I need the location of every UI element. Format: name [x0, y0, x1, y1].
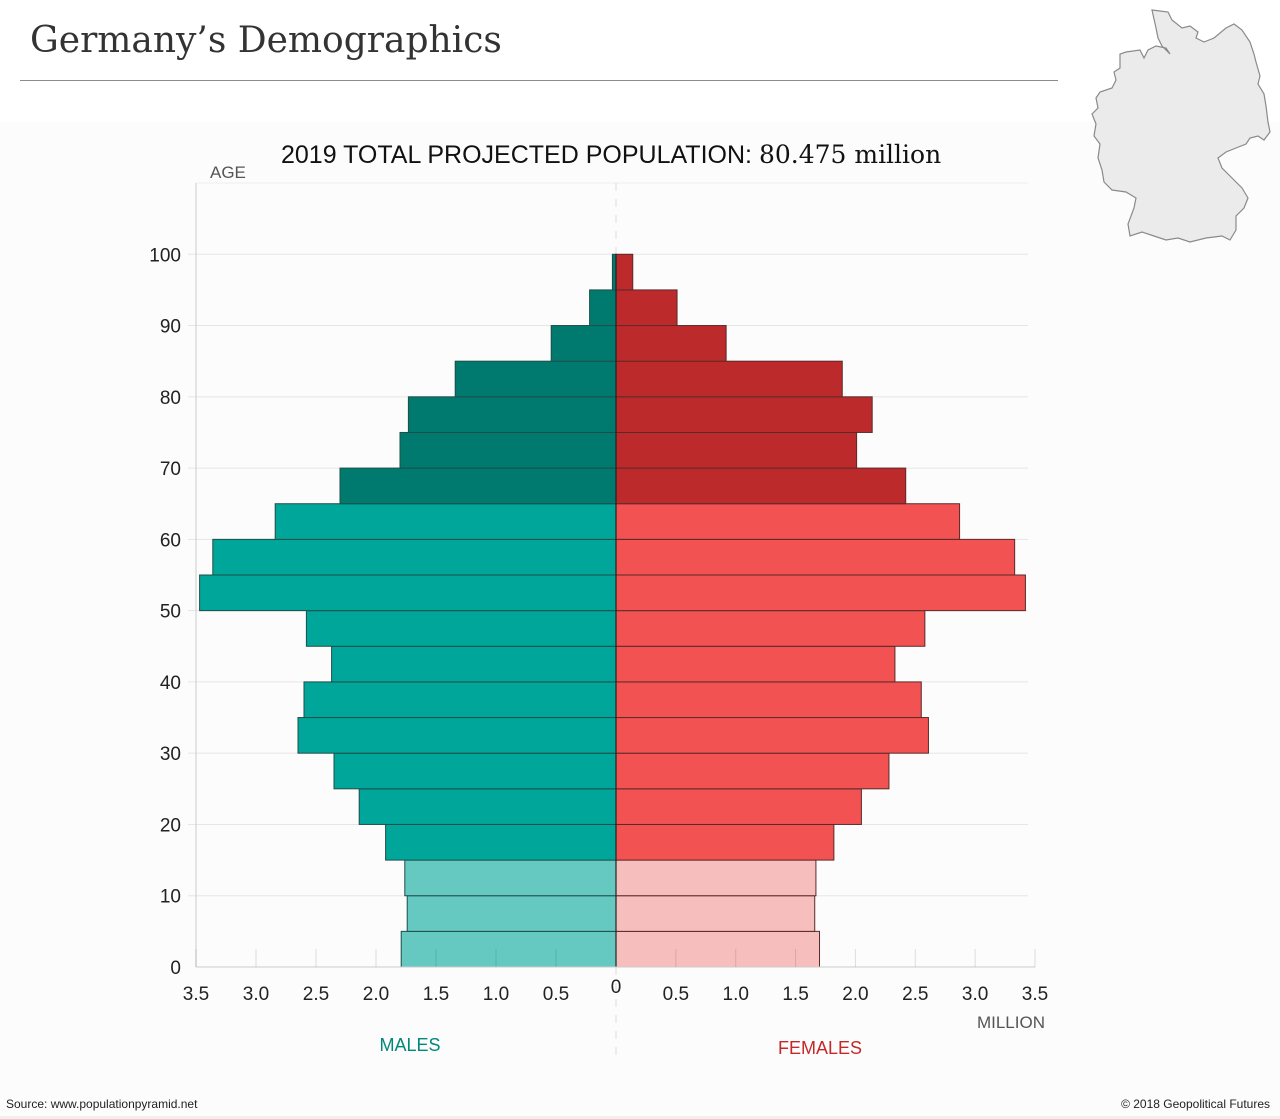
bar-male-40-44 [331, 645, 617, 683]
bar-female-0-4 [615, 930, 821, 968]
bar-male-50-54 [199, 574, 617, 612]
x-tick-label-left: 1.0 [483, 984, 509, 1005]
x-tick-label-right: 2.5 [902, 984, 928, 1005]
page-title: Germany’s Demographics [30, 20, 502, 61]
copyright-note: © 2018 Geopolitical Futures [1121, 1097, 1270, 1111]
bar-male-5-9 [406, 895, 617, 932]
bar-male-70-74 [399, 431, 617, 469]
y-tick-label: 20 [160, 815, 181, 836]
bar-male-85-89 [550, 325, 617, 362]
bar-female-45-49 [615, 610, 926, 647]
x-tick-label-right: 1.0 [723, 984, 749, 1005]
bar-female-55-59 [615, 538, 1016, 576]
bar-female-75-79 [615, 396, 873, 433]
x-tick-label-right: 1.5 [782, 984, 808, 1005]
bar-female-10-14 [615, 859, 817, 897]
y-tick-label: 10 [160, 887, 181, 908]
bar-female-95-99 [615, 253, 634, 291]
bar-male-45-49 [305, 610, 617, 647]
x-tick-label-right: 3.5 [1022, 984, 1048, 1005]
bar-male-90-94 [589, 289, 617, 327]
y-tick-label: 0 [170, 958, 181, 979]
bar-male-30-34 [297, 717, 617, 754]
bar-male-15-19 [385, 823, 617, 861]
total-population-label: 2019 TOTAL PROJECTED POPULATION: [281, 141, 752, 169]
bar-male-20-24 [358, 788, 617, 825]
chart-subtitle: 2019 TOTAL PROJECTED POPULATION: 80.475 … [281, 140, 941, 170]
legend-males: MALES [379, 1035, 440, 1055]
bar-female-35-39 [615, 681, 922, 719]
bar-female-65-69 [615, 467, 907, 505]
bar-male-80-84 [454, 360, 617, 398]
bar-female-20-24 [615, 788, 862, 825]
bar-female-40-44 [615, 645, 896, 683]
legend-females: FEMALES [778, 1038, 862, 1058]
bar-female-15-19 [615, 823, 835, 861]
bar-male-65-69 [339, 467, 617, 505]
bar-male-75-79 [407, 396, 617, 433]
y-tick-label: 40 [160, 673, 181, 694]
x-tick-label-left: 3.0 [243, 984, 269, 1005]
y-tick-label: 50 [160, 602, 181, 623]
bar-male-25-29 [333, 752, 617, 790]
header-background [0, 0, 1280, 122]
total-population-value: 80.475 million [758, 140, 942, 169]
title-divider [20, 80, 1058, 81]
bar-male-60-64 [274, 503, 617, 540]
bar-female-90-94 [615, 289, 678, 327]
x-tick-label-zero: 0 [611, 977, 622, 998]
axes: 0 10 20 30 40 50 60 70 80 90 100 3.5 3.0 2.5 2.0 1.5 1.0… [149, 183, 1048, 1005]
y-tick-label: 70 [160, 459, 181, 480]
germany-map-outline [1091, 9, 1271, 243]
bar-female-70-74 [615, 431, 858, 469]
x-tick-label-left: 0.5 [543, 984, 569, 1005]
bar-female-80-84 [615, 360, 843, 398]
y-tick-label: 90 [160, 317, 181, 338]
bar-male-55-59 [212, 538, 617, 576]
bar-female-30-34 [615, 717, 929, 754]
bars [199, 253, 1026, 968]
y-axis-label: AGE [210, 163, 246, 182]
x-tick-label-left: 3.5 [183, 984, 209, 1005]
bar-female-5-9 [615, 895, 816, 932]
x-axis-label: MILLION [977, 1013, 1045, 1032]
x-tick-label-right: 3.0 [962, 984, 988, 1005]
source-note: Source: www.populationpyramid.net [6, 1097, 198, 1111]
y-tick-label: 30 [160, 744, 181, 765]
y-tick-label: 100 [149, 245, 181, 266]
x-tick-label-left: 2.5 [303, 984, 329, 1005]
bar-female-60-64 [615, 503, 961, 540]
bar-male-10-14 [404, 859, 617, 897]
bar-female-25-29 [615, 752, 890, 790]
y-tick-label: 80 [160, 388, 181, 409]
footer-divider [0, 1116, 1280, 1119]
bar-female-50-54 [615, 574, 1026, 612]
x-tick-label-left: 2.0 [363, 984, 389, 1005]
bar-male-35-39 [303, 681, 617, 719]
x-tick-label-left: 1.5 [423, 984, 449, 1005]
x-tick-label-right: 0.5 [663, 984, 689, 1005]
bar-male-0-4 [400, 930, 617, 968]
y-tick-label: 60 [160, 530, 181, 551]
bar-female-85-89 [615, 325, 727, 362]
x-tick-label-right: 2.0 [842, 984, 868, 1005]
germany-map-icon [1091, 9, 1271, 243]
